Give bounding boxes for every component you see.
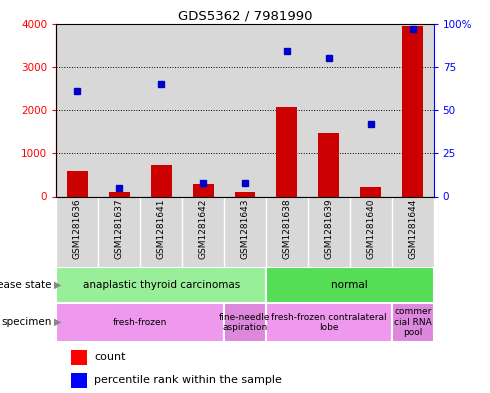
Text: fresh-frozen: fresh-frozen (113, 318, 168, 327)
Text: fine-needle
aspiration: fine-needle aspiration (219, 312, 271, 332)
Bar (392, 303, 434, 342)
Text: GSM1281638: GSM1281638 (282, 198, 292, 259)
Bar (56, 196, 98, 267)
Bar (182, 196, 224, 267)
Bar (224, 303, 266, 342)
Text: ▶: ▶ (54, 317, 61, 327)
Text: GSM1281641: GSM1281641 (157, 198, 166, 259)
Text: GSM1281642: GSM1281642 (198, 198, 208, 259)
Text: GSM1281644: GSM1281644 (408, 198, 417, 259)
Text: GSM1281639: GSM1281639 (324, 198, 333, 259)
Bar (109, 192, 130, 196)
Bar (350, 24, 392, 196)
Text: commer
cial RNA
pool: commer cial RNA pool (394, 307, 432, 337)
Bar (308, 24, 350, 196)
Bar (140, 24, 182, 196)
Bar (140, 196, 182, 267)
Bar (402, 26, 423, 196)
Bar (224, 196, 266, 267)
Text: count: count (94, 352, 125, 362)
Bar (266, 267, 434, 303)
Text: GSM1281637: GSM1281637 (115, 198, 124, 259)
Bar (193, 184, 214, 196)
Bar (56, 24, 98, 196)
Text: anaplastic thyroid carcinomas: anaplastic thyroid carcinomas (82, 280, 240, 290)
Text: GSM1281640: GSM1281640 (366, 198, 375, 259)
Bar (392, 196, 434, 267)
Bar (276, 107, 297, 196)
Bar (350, 196, 392, 267)
Text: fresh-frozen contralateral
lobe: fresh-frozen contralateral lobe (271, 312, 387, 332)
Bar (67, 171, 88, 196)
Text: ▶: ▶ (54, 280, 61, 290)
Bar (56, 267, 266, 303)
Text: GSM1281636: GSM1281636 (73, 198, 82, 259)
Bar (56, 303, 224, 342)
Bar (151, 165, 171, 196)
Bar (72, 350, 87, 365)
Bar (98, 24, 140, 196)
Bar (235, 192, 255, 196)
Bar (392, 24, 434, 196)
Title: GDS5362 / 7981990: GDS5362 / 7981990 (178, 9, 312, 22)
Bar (266, 24, 308, 196)
Text: disease state: disease state (0, 280, 51, 290)
Bar (224, 24, 266, 196)
Bar (308, 196, 350, 267)
Bar (360, 187, 381, 196)
Text: normal: normal (331, 280, 368, 290)
Bar (266, 196, 308, 267)
Text: percentile rank within the sample: percentile rank within the sample (94, 375, 282, 385)
Bar (266, 303, 392, 342)
Text: specimen: specimen (1, 317, 51, 327)
Bar (72, 373, 87, 388)
Text: GSM1281643: GSM1281643 (241, 198, 249, 259)
Bar (182, 24, 224, 196)
Bar (318, 133, 339, 196)
Bar (98, 196, 140, 267)
